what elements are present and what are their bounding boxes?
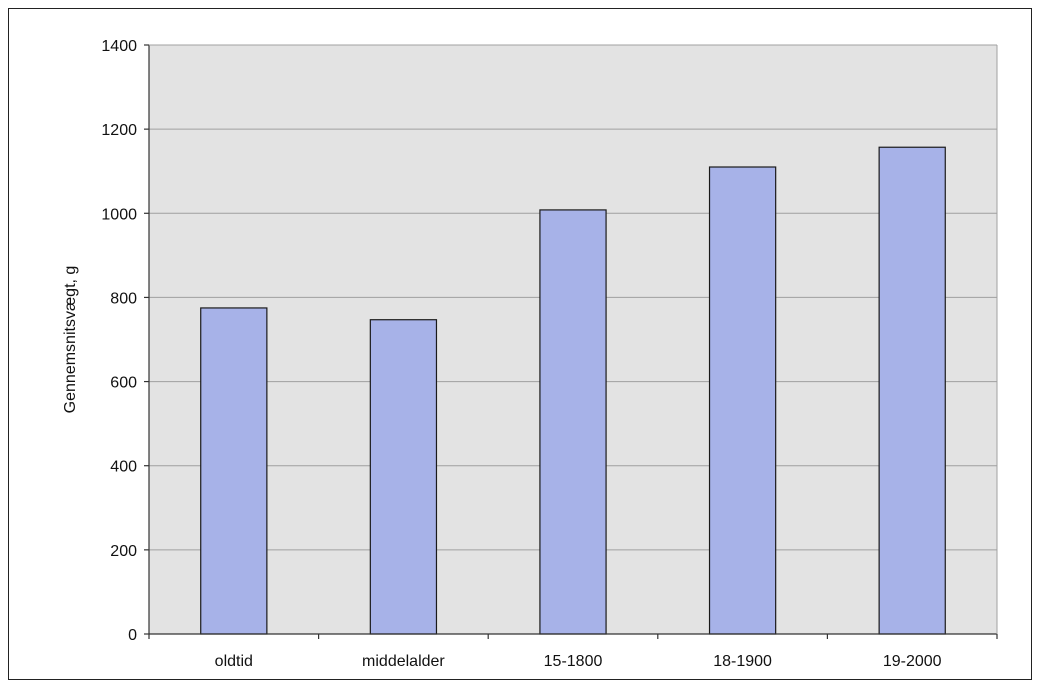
chart-frame: 0 200 400 600 800 1000 1200 1400 oldtid middelal… — [8, 8, 1032, 680]
x-tick-label: 18-1900 — [713, 653, 772, 670]
x-tick-label: oldtid — [215, 653, 253, 670]
bar — [708, 166, 777, 635]
x-tick-label: middelalder — [362, 653, 445, 670]
y-tick-label: 600 — [110, 375, 137, 392]
bar — [369, 319, 438, 635]
y-tick-label: 0 — [128, 627, 137, 644]
y-tick-label: 1000 — [101, 206, 137, 223]
bar — [878, 146, 946, 635]
axes — [144, 44, 998, 639]
y-tick-label: 800 — [110, 290, 137, 307]
x-tick-labels: oldtid middelalder 15-1800 18-1900 19-2000 — [215, 653, 942, 670]
bar — [539, 209, 607, 635]
y-tick-label: 400 — [110, 459, 137, 476]
x-tick-label: 15-1800 — [544, 653, 603, 670]
y-tick-label: 200 — [110, 543, 137, 560]
bar-chart: 0 200 400 600 800 1000 1200 1400 oldtid middelal… — [62, 38, 998, 670]
x-tick-label: 19-2000 — [883, 653, 942, 670]
y-tick-label: 1400 — [101, 38, 137, 55]
bar — [200, 307, 268, 635]
y-axis-title: Gennemsnitsvægt, g — [62, 266, 79, 414]
y-tick-label: 1200 — [101, 122, 137, 139]
y-tick-labels: 0 200 400 600 800 1000 1200 1400 — [101, 38, 137, 644]
